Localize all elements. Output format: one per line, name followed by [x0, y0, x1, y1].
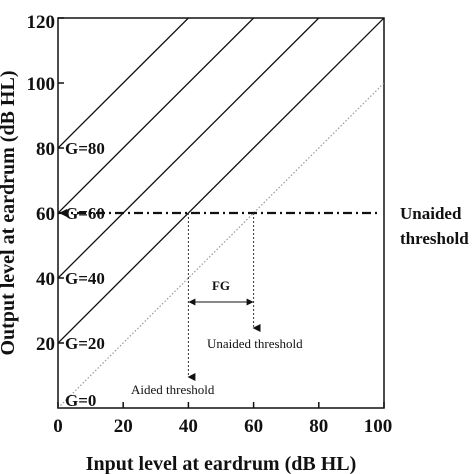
x-tick-label: 40: [179, 416, 198, 437]
x-axis-title: Input level at eardrum (dB HL): [86, 453, 357, 474]
series-label-g0: G=0: [65, 391, 96, 410]
series-label-g60: G=60: [65, 204, 105, 223]
reference-label-line2: threshold: [400, 229, 469, 248]
series-layer: [58, 18, 384, 408]
y-axis-title: Output level at eardrum (dB HL): [0, 71, 19, 356]
x-tick-label: 20: [114, 416, 133, 437]
y-tick-label: 80: [36, 139, 55, 160]
y-tick-label: 40: [36, 269, 55, 290]
series-line-g0: [58, 82, 384, 408]
x-tick-label: 0: [53, 416, 63, 437]
annotation-layer: G=0 G=20 G=40 G=60 G=80 FG Unaided threshold Ai…: [65, 139, 303, 410]
reference-layer: Unaided threshold: [58, 204, 469, 248]
unaided-threshold-label: Unaided threshold: [207, 336, 303, 351]
y-tick-label: 60: [36, 204, 55, 225]
fg-arrowhead-right: [246, 298, 254, 306]
series-label-g20: G=20: [65, 334, 105, 353]
x-tick-label: 100: [364, 416, 393, 437]
y-tick-label: 100: [27, 74, 56, 95]
y-tick-label: 20: [36, 334, 55, 355]
series-line-g20: [58, 18, 384, 344]
fg-arrowhead-left: [188, 298, 196, 306]
series-line-g40: [58, 18, 320, 279]
x-tick-label: 80: [309, 416, 328, 437]
x-tick-label: 60: [244, 416, 263, 437]
series-line-g80: [58, 18, 189, 149]
series-label-g40: G=40: [65, 269, 105, 288]
series-line-g60: [58, 18, 255, 214]
y-tick-label: 120: [27, 12, 56, 33]
aided-threshold-label: Aided threshold: [131, 382, 215, 397]
tick-layer: 0 20 40 60 80 100 20 40 60 80 100 120: [27, 12, 393, 437]
reference-label-line1: Unaided: [400, 204, 462, 223]
series-label-g80: G=80: [65, 139, 105, 158]
fg-label: FG: [212, 278, 230, 293]
